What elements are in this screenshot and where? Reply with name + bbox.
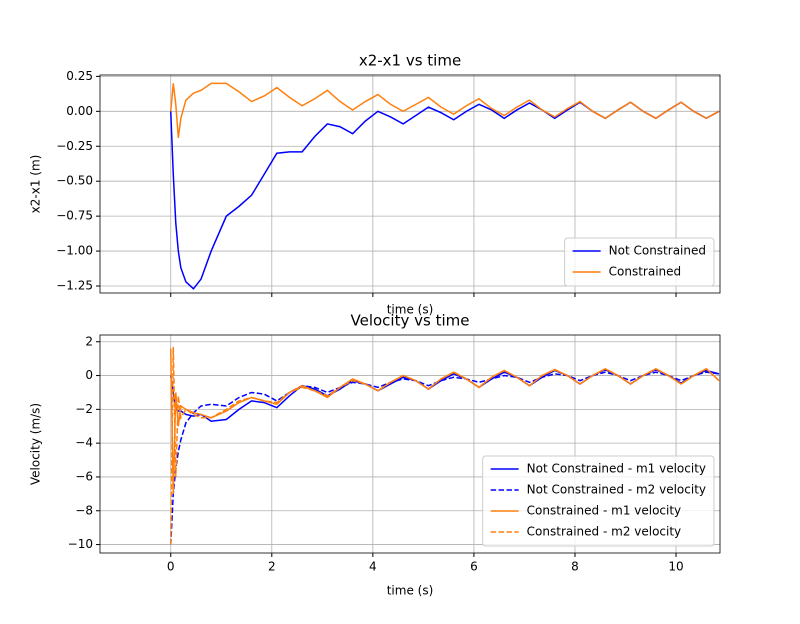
- y-tick-label: −1.25: [56, 279, 93, 293]
- legend-label: Not Constrained - m1 velocity: [527, 462, 706, 476]
- legend-label: Not Constrained: [609, 244, 706, 258]
- legend-box: [482, 455, 715, 547]
- y-tick-label: −4: [75, 436, 93, 450]
- legend-label: Not Constrained - m2 velocity: [527, 483, 706, 497]
- y-tick-label: 0: [85, 368, 93, 382]
- axes-frame: [99, 74, 721, 294]
- y-tick-label: −1.00: [56, 244, 93, 258]
- chart-title: Velocity vs time: [351, 312, 470, 330]
- series-line: [169, 346, 720, 545]
- x-tick-label: 10: [668, 560, 683, 574]
- x-tick-label: 4: [369, 560, 377, 574]
- y-axis-label: x2-x1 (m): [29, 155, 43, 214]
- y-tick-label: −0.50: [56, 174, 93, 188]
- y-axis-label: Velocity (m/s): [29, 403, 43, 485]
- legend: Not Constrained Constrained: [564, 237, 715, 287]
- y-tick-label: −2: [75, 402, 93, 416]
- x-axis-label: time (s): [387, 584, 434, 598]
- legend-box: [564, 237, 715, 287]
- x-tick-label: 2: [268, 560, 276, 574]
- y-tick-label: −8: [75, 503, 93, 517]
- y-tick-label: 2: [85, 334, 93, 348]
- y-tick-label: −0.25: [56, 139, 93, 153]
- chart-title: x2-x1 vs time: [359, 52, 461, 70]
- legend-label: Constrained - m2 velocity: [527, 525, 682, 539]
- x-axis-label: time (s): [387, 303, 434, 317]
- y-tick-label: −6: [75, 469, 93, 483]
- axes-frame: [99, 334, 721, 554]
- legend-label: Constrained - m1 velocity: [527, 504, 682, 518]
- y-tick-label: −10: [68, 537, 93, 551]
- y-tick-label: 0.00: [66, 104, 93, 118]
- legend: Not Constrained - m1 velocity Not Constra…: [482, 455, 715, 547]
- series-line: [169, 82, 720, 138]
- x-tick-label: 0: [167, 560, 175, 574]
- y-tick-label: −0.75: [56, 209, 93, 223]
- x-tick-label: 6: [470, 560, 478, 574]
- x-tick-label: 8: [571, 560, 579, 574]
- legend-label: Constrained: [609, 265, 682, 279]
- y-tick-label: 0.25: [66, 69, 93, 83]
